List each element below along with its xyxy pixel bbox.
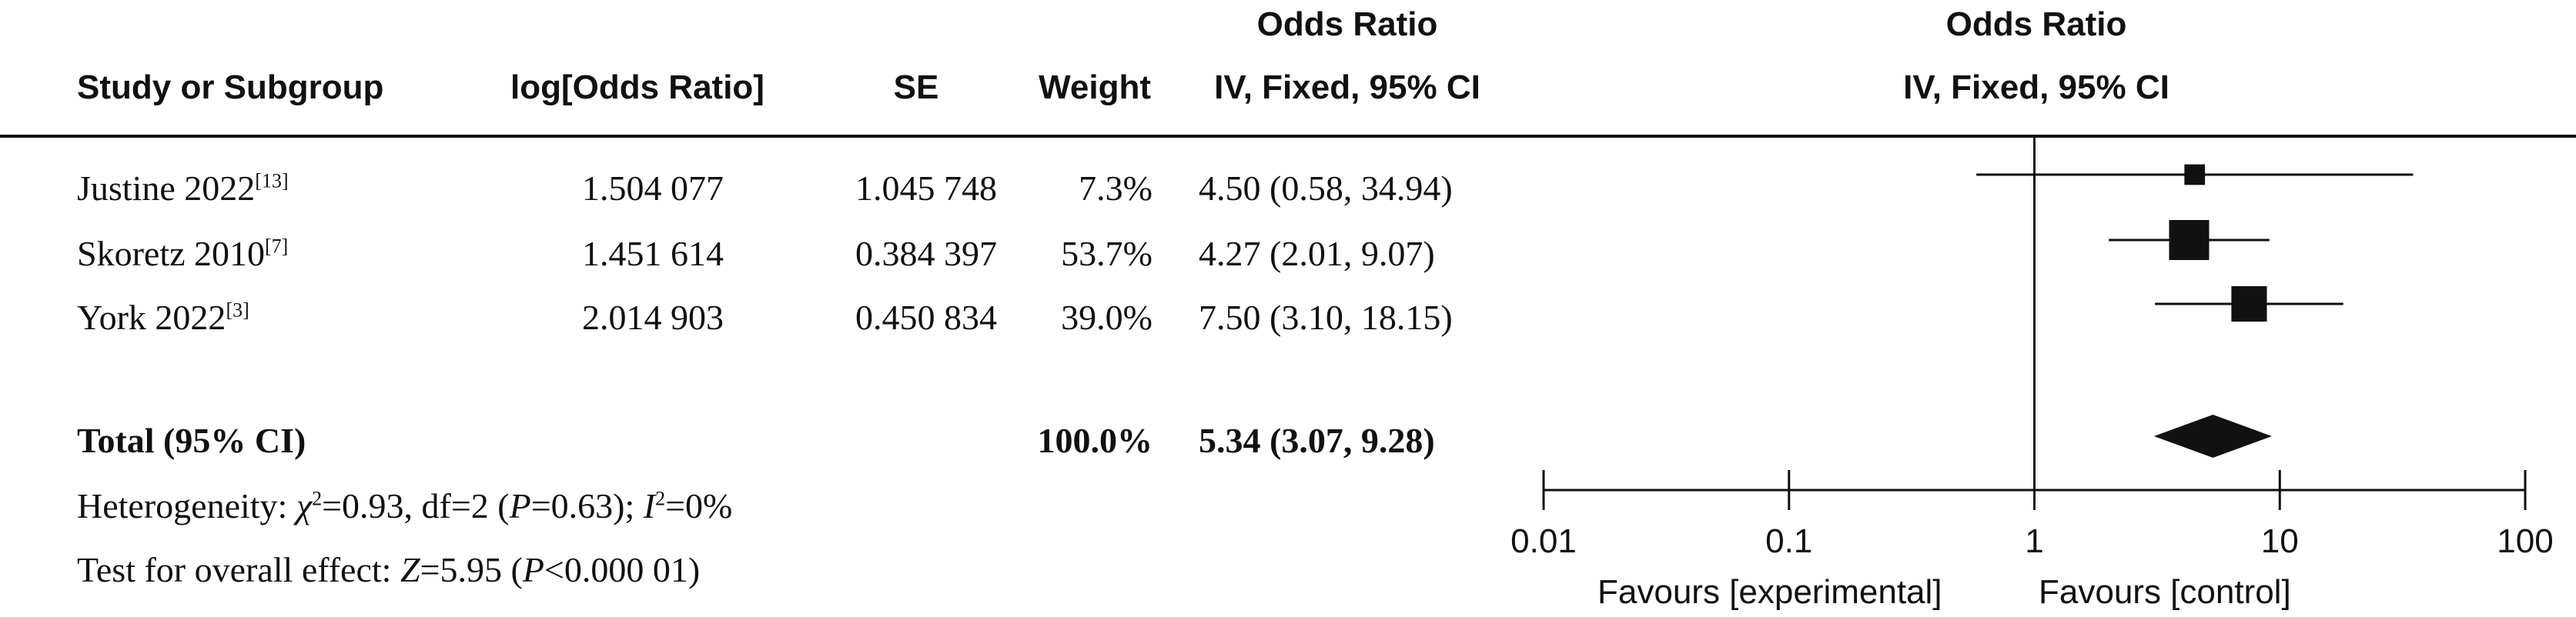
favours-control-label: Favours [control] (2039, 573, 2291, 611)
overall-effect-text: Test for overall effect: Z=5.95 (P<0.000… (77, 550, 701, 589)
study-point-estimate (2169, 220, 2210, 260)
weight-value: 39.0% (1061, 298, 1153, 337)
favours-experimental-label: Favours [experimental] (1597, 573, 1942, 611)
total-label: Total (95% CI) (77, 421, 306, 460)
study-name: York 2022[3] (77, 298, 249, 337)
log-or-value: 1.451 614 (582, 234, 724, 273)
header-plot-title: Odds Ratio (1945, 5, 2127, 43)
x-tick-label: 1 (2025, 522, 2044, 560)
log-or-value: 2.014 903 (582, 298, 724, 337)
header-rule (0, 135, 2576, 138)
header-study: Study or Subgroup (77, 68, 384, 106)
study-name: Skoretz 2010[7] (77, 234, 289, 273)
study-point-estimate (2231, 285, 2267, 322)
se-value: 0.450 834 (855, 298, 997, 337)
header-log-or: log[Odds Ratio] (510, 68, 764, 106)
x-tick-label: 100 (2497, 522, 2554, 560)
header-se: SE (893, 68, 939, 106)
log-or-value: 1.504 077 (582, 168, 724, 208)
weight-value: 7.3% (1079, 168, 1153, 208)
pooled-diamond (2153, 415, 2272, 458)
total-weight: 100.0% (1037, 421, 1153, 460)
or-ci-value: 4.50 (0.58, 34.94) (1199, 168, 1453, 208)
x-tick-label: 10 (2260, 522, 2299, 560)
or-ci-value: 7.50 (3.10, 18.15) (1199, 298, 1453, 337)
se-value: 0.384 397 (855, 234, 997, 273)
header-weight: Weight (1039, 68, 1151, 106)
heterogeneity-text: Heterogeneity: χ2=0.93, df=2 (P=0.63); I… (77, 486, 733, 525)
header-or-title: Odds Ratio (1256, 5, 1438, 43)
weight-value: 53.7% (1061, 234, 1153, 273)
header-or-method: IV, Fixed, 95% CI (1214, 68, 1480, 106)
or-ci-value: 4.27 (2.01, 9.07) (1199, 234, 1435, 273)
se-value: 1.045 748 (855, 168, 997, 208)
header-plot-method: IV, Fixed, 95% CI (1903, 68, 2170, 106)
x-tick-label: 0.1 (1765, 522, 1813, 560)
total-or-ci: 5.34 (3.07, 9.28) (1199, 421, 1435, 460)
study-name: Justine 2022[13] (77, 168, 289, 208)
x-tick-label: 0.01 (1510, 522, 1577, 560)
study-point-estimate (2184, 164, 2206, 185)
